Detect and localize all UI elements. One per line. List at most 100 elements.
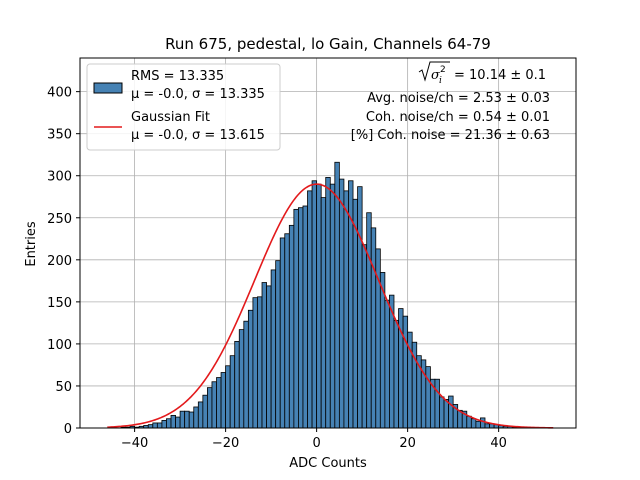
chart-title: Run 675, pedestal, lo Gain, Channels 64-… bbox=[165, 35, 491, 53]
histogram-bar bbox=[156, 422, 163, 429]
histogram-bar bbox=[320, 197, 327, 429]
histogram-bar bbox=[179, 410, 186, 429]
y-tick-label: 50 bbox=[55, 380, 72, 395]
histogram-bar bbox=[284, 233, 290, 429]
x-tick-label: 20 bbox=[399, 436, 416, 451]
histogram-bar bbox=[152, 422, 158, 429]
y-tick-label: 400 bbox=[47, 86, 72, 101]
sqrt-sigma-symbol: σ i 2 bbox=[418, 61, 450, 86]
histogram-bar bbox=[238, 329, 245, 429]
histogram-bar bbox=[175, 416, 181, 429]
histogram-bar bbox=[302, 205, 308, 429]
histogram-bar bbox=[229, 355, 236, 429]
histogram-bar bbox=[370, 227, 377, 429]
histogram-bar bbox=[357, 186, 363, 429]
histogram-bar bbox=[448, 395, 454, 429]
legend-fit-label: Gaussian Fit bbox=[131, 110, 210, 125]
histogram-bar bbox=[216, 377, 222, 429]
histogram-bar bbox=[298, 207, 304, 429]
histogram-bar bbox=[257, 296, 263, 429]
histogram-bar bbox=[402, 315, 409, 429]
y-tick-label: 300 bbox=[47, 170, 72, 185]
legend-histogram-swatch bbox=[93, 82, 123, 94]
histogram-bar bbox=[338, 178, 345, 429]
histogram-bar bbox=[247, 309, 254, 429]
histogram-bars bbox=[120, 161, 531, 429]
histogram-bar bbox=[211, 381, 217, 429]
coh-percent-annotation: [%] Coh. noise = 21.36 ± 0.63 bbox=[351, 128, 550, 143]
histogram-bar bbox=[197, 401, 204, 429]
histogram-bar bbox=[466, 415, 472, 429]
histogram-bar bbox=[393, 319, 399, 429]
x-tick-label: 40 bbox=[490, 436, 507, 451]
y-tick-label: 100 bbox=[47, 338, 72, 353]
histogram-bar bbox=[316, 183, 322, 429]
histogram-bar bbox=[243, 320, 249, 429]
histogram-bar bbox=[311, 180, 318, 429]
histogram-bar bbox=[266, 285, 272, 429]
histogram-bar bbox=[443, 399, 449, 429]
histogram-bar bbox=[279, 237, 286, 429]
y-tick-label: 0 bbox=[64, 422, 72, 437]
legend-box bbox=[86, 63, 281, 151]
gaussian-fit-curve bbox=[107, 183, 554, 429]
legend-fit-stats: μ = -0.0, σ = 13.615 bbox=[131, 128, 265, 143]
sqrt-noise-value: = 10.14 ± 0.1 bbox=[454, 68, 546, 83]
svg-text:2: 2 bbox=[440, 65, 446, 75]
histogram-bar bbox=[343, 190, 349, 429]
histogram-bar bbox=[220, 372, 227, 429]
avg-noise-annotation: Avg. noise/ch = 2.53 ± 0.03 bbox=[367, 91, 550, 106]
x-tick-label: 0 bbox=[312, 436, 320, 451]
legend-histogram-stats: μ = -0.0, σ = 13.335 bbox=[131, 87, 265, 102]
histogram-bar bbox=[361, 244, 368, 429]
histogram-bar bbox=[207, 387, 213, 429]
histogram-bar bbox=[225, 365, 231, 429]
y-tick-label: 250 bbox=[47, 212, 72, 227]
legend: RMS = 13.335 μ = -0.0, σ = 13.335 Gaussi… bbox=[86, 63, 281, 151]
histogram-bar bbox=[147, 424, 154, 429]
histogram-bar bbox=[329, 183, 336, 429]
histogram-bar bbox=[202, 394, 208, 429]
histogram-bar bbox=[275, 260, 281, 429]
x-tick-label: −40 bbox=[121, 436, 148, 451]
svg-text:i: i bbox=[439, 76, 442, 86]
histogram-bar bbox=[379, 272, 386, 429]
histogram-bar bbox=[188, 411, 195, 429]
histogram-bar bbox=[261, 282, 267, 429]
histogram-bar bbox=[384, 299, 390, 429]
histogram-bar bbox=[170, 414, 176, 429]
histogram-bar bbox=[234, 340, 240, 429]
histogram-bar bbox=[184, 410, 190, 429]
x-tick-label: −20 bbox=[212, 436, 239, 451]
histogram-bar bbox=[307, 190, 313, 429]
coh-noise-annotation: Coh. noise/ch = 0.54 ± 0.01 bbox=[366, 110, 550, 125]
histogram-bar bbox=[425, 366, 431, 429]
histogram-bar bbox=[480, 417, 486, 429]
histogram-bar bbox=[161, 420, 167, 429]
legend-histogram-label: RMS = 13.335 bbox=[131, 69, 224, 84]
histogram-bar bbox=[352, 198, 358, 429]
y-axis-label: Entries bbox=[24, 221, 39, 267]
y-tick-label: 200 bbox=[47, 254, 72, 269]
plot-frame bbox=[79, 57, 577, 429]
histogram-bar bbox=[366, 212, 372, 429]
histogram-bar bbox=[325, 177, 331, 429]
noise-annotations: σ i 2 = 10.14 ± 0.1 Avg. noise/ch = 2.53… bbox=[351, 61, 550, 143]
histogram-bar bbox=[288, 224, 295, 429]
histogram-bar bbox=[193, 406, 199, 429]
histogram-bar bbox=[484, 423, 490, 429]
svg-text:σ: σ bbox=[431, 68, 441, 83]
histogram-bar bbox=[470, 418, 477, 429]
histogram-bar bbox=[293, 208, 299, 429]
x-axis-label: ADC Counts bbox=[289, 456, 367, 471]
histogram-bar bbox=[252, 297, 258, 429]
y-tick-label: 350 bbox=[47, 128, 72, 143]
histogram-bar bbox=[334, 161, 340, 429]
y-tick-label: 150 bbox=[47, 296, 72, 311]
histogram-bar bbox=[475, 420, 481, 429]
histogram-bar bbox=[434, 378, 440, 429]
histogram-bar bbox=[270, 269, 277, 429]
histogram-bar bbox=[166, 418, 172, 429]
